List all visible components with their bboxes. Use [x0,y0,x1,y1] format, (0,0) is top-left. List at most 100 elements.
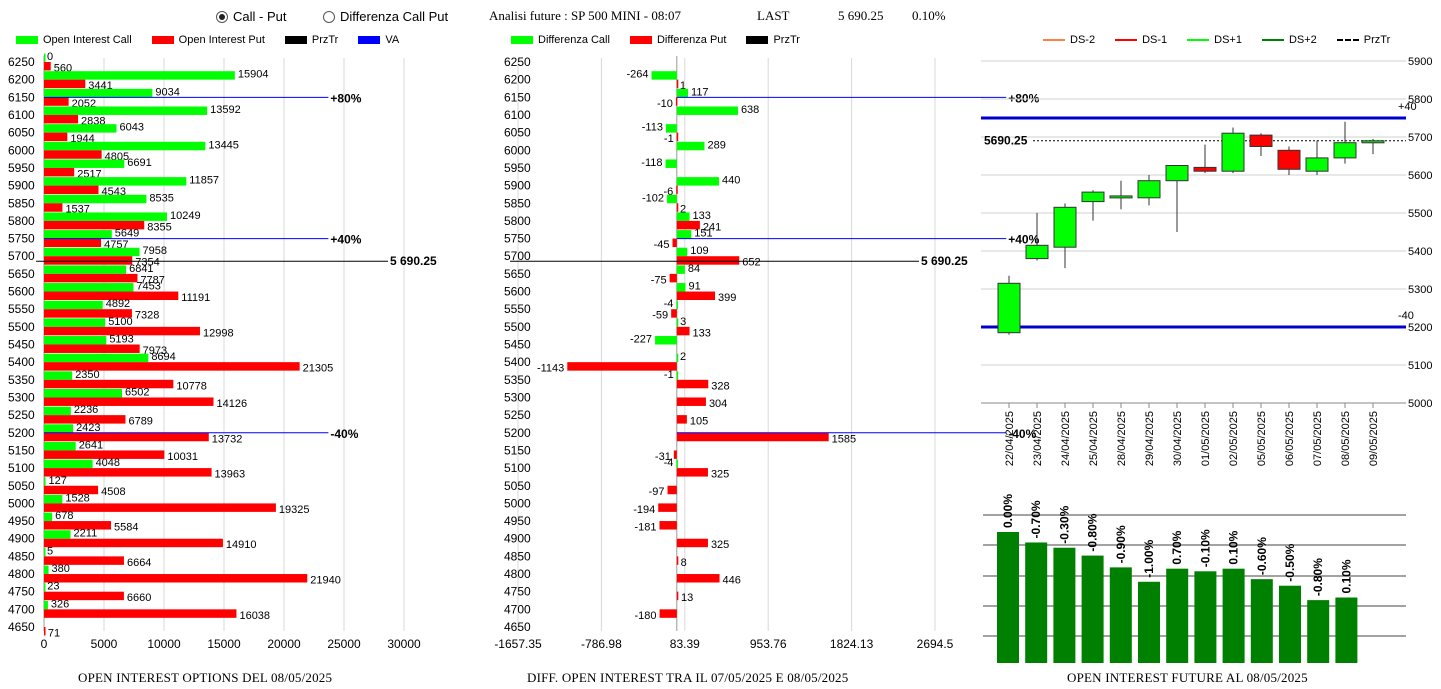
bar-call [44,230,112,239]
bar-call [665,159,677,168]
bar-put-label: -59 [652,310,668,322]
bar-call [44,512,53,522]
va-label: +40% [1008,233,1039,247]
future-oi-bar [1307,600,1330,663]
date-label: 25/04/2025 [1088,411,1100,466]
bar-call-label: 109 [690,245,708,257]
radio-call-put[interactable]: Call - Put [216,9,286,24]
future-oi-label: -0.10% [1198,529,1212,567]
bar-put-label: 14126 [217,398,248,410]
bar-call-label: 2641 [79,439,103,451]
bar-call-label: 4892 [106,298,130,310]
bar-call [44,600,48,610]
bar-call-label: 3 [680,316,686,328]
caption-oi-options: OPEN INTEREST OPTIONS DEL 08/05/2025 [78,670,333,685]
candle-body [1109,195,1133,199]
bar-put-label: 11191 [181,292,210,304]
bar-call [44,212,167,221]
legend-label: DS-2 [1070,34,1096,46]
bar-call-label: -4 [664,457,674,469]
bar-put [567,362,677,371]
bar-put [44,379,174,389]
bar-call-label: 5100 [108,316,132,328]
strike-label: 5000 [504,496,531,510]
date-label: 28/04/2025 [1116,411,1128,466]
bar-put [676,556,679,565]
bar-call [44,53,46,62]
bar-call [44,371,73,380]
bar-put-label: 12998 [203,327,234,339]
bar-put [44,397,214,406]
bar-put [44,503,276,512]
bar-call-label: 23 [47,581,59,593]
future-oi-label: -0.80% [1311,558,1325,596]
bar-put-label: 7328 [135,310,159,322]
bar-call-label: -4 [664,298,674,310]
bar-put [44,344,140,353]
legend-label: PrzTr [311,34,339,46]
legend-swatch [1187,39,1210,41]
future-oi-bar [1222,568,1245,663]
radio-diff-label: Differenza Call Put [340,9,449,24]
legend-diff: Differenza Call Differenza Put PrzTr [511,34,814,46]
legend-item: DS-1 [1115,34,1167,46]
strike-label: 4750 [504,585,531,599]
legend-item: DS+2 [1261,34,1317,46]
legend-item: Differenza Put [629,34,726,46]
strike-label: 5900 [8,179,35,193]
bar-put [44,167,75,177]
strike-label: 6100 [504,108,531,122]
legend-swatch [284,36,307,44]
candle-body [1277,149,1301,170]
legend-item: VA [358,34,399,46]
candle-body [1137,180,1161,199]
top-bar: Call - Put Differenza Call Put Analisi f… [0,0,1441,30]
strike-label: 5950 [8,161,35,175]
legend-oi: Open Interest Call Open Interest Put PrzTr… [16,34,413,46]
strike-label: 5600 [8,285,35,299]
strike-label: 6200 [504,73,531,87]
last-label: LAST [757,8,790,23]
bar-call [44,406,71,416]
future-oi-bar [1025,542,1048,663]
strike-label: 5650 [504,267,531,281]
band-label: -40 [1398,310,1414,322]
bar-call [651,71,677,80]
strike-label: 4950 [504,514,531,528]
bar-call-label: 5649 [115,228,139,240]
bar-call [44,565,49,575]
strike-label: 5800 [504,214,531,228]
strike-label: 4700 [8,602,35,616]
legend-item: Open Interest Call [16,34,132,46]
date-label: 08/05/2025 [1340,411,1352,466]
bar-put [44,150,102,159]
bar-put-label: 325 [711,539,729,551]
va-label: -40% [330,427,358,441]
bar-put [44,291,179,301]
bar-put-label: 325 [711,469,729,481]
va-label: -40% [1008,427,1036,441]
bar-call [44,124,117,133]
bar-call [676,212,690,221]
bar-put-label: 7354 [135,257,159,269]
strike-label: 5100 [8,461,35,475]
bar-call [676,247,688,257]
bar-call-label: 127 [49,475,67,487]
bar-put [676,79,679,89]
bar-put-label: 21305 [303,363,334,375]
bar-call-label: 117 [691,86,709,98]
strike-label: 5700 [8,249,35,263]
x-tick-label: 25000 [327,637,361,651]
strike-label: 5600 [504,285,531,299]
bar-call [44,300,103,310]
bar-call-label: 15904 [238,69,269,81]
bar-put [44,114,79,124]
date-label: 30/04/2025 [1172,411,1184,466]
bar-put-label: 6789 [128,416,152,428]
strike-label: 6150 [8,90,35,104]
strike-label: 6000 [8,143,35,157]
va-label: +40% [330,233,361,247]
radio-call-put-label: Call - Put [233,9,287,24]
radio-diff-call-put[interactable]: Differenza Call Put [323,9,448,24]
va-label: +80% [1008,91,1039,105]
